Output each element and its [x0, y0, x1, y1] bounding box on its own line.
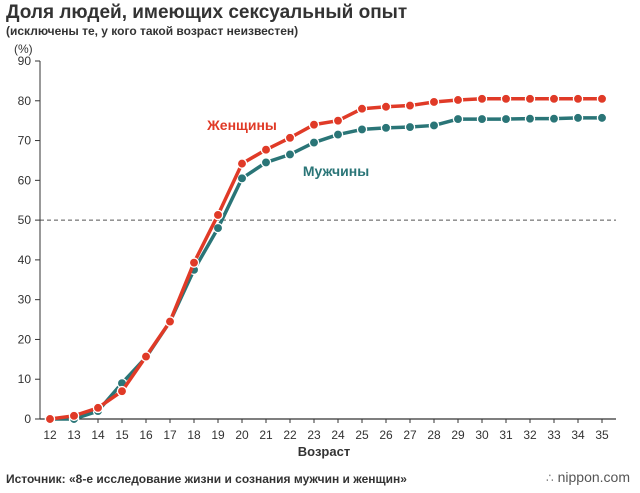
data-point	[404, 100, 416, 111]
y-tick-label: 80	[18, 94, 32, 108]
data-point	[308, 119, 320, 130]
y-tick-label: 60	[18, 173, 32, 187]
chart-title: Доля людей, имеющих сексуальный опыт	[6, 2, 408, 23]
x-tick-label: 12	[43, 428, 57, 442]
x-tick-label: 17	[163, 428, 177, 442]
brand-logo: ∴ nippon.com	[546, 469, 630, 485]
y-axis-unit-label: (%)	[14, 42, 33, 56]
x-tick-label: 24	[331, 428, 345, 442]
series-label-layer: Мужчины Женщины	[206, 117, 369, 179]
x-tick-label: 19	[211, 428, 225, 442]
x-tick-label: 33	[547, 428, 561, 442]
x-tick-label: 29	[451, 428, 465, 442]
x-tick-label: 20	[235, 428, 249, 442]
chart-subtitle: (исключены те, у кого такой возраст неиз…	[6, 24, 299, 38]
data-point	[452, 94, 464, 106]
y-tick-label: 0	[24, 412, 31, 426]
data-point	[380, 122, 392, 134]
data-point	[356, 124, 368, 135]
data-point	[164, 316, 176, 327]
data-point	[548, 93, 560, 105]
x-tick-label: 15	[115, 428, 129, 442]
data-point	[596, 112, 608, 124]
x-axis-title: Возраст	[298, 444, 350, 459]
x-tick-label: 26	[379, 428, 393, 442]
series-label-men: Мужчины	[303, 163, 369, 179]
series-men	[44, 112, 608, 425]
x-tick-label: 22	[283, 428, 297, 442]
x-tick-label: 35	[595, 428, 609, 442]
data-point	[260, 144, 272, 155]
data-point	[212, 209, 224, 221]
series-women	[44, 93, 608, 425]
data-point	[548, 113, 560, 124]
y-tick-label: 30	[18, 293, 32, 307]
brand-name: nippon.com	[557, 469, 630, 485]
data-point	[260, 157, 272, 168]
x-tick-label: 21	[259, 428, 273, 442]
y-tick-label: 70	[18, 134, 32, 148]
data-point	[428, 120, 440, 131]
x-tick-label: 23	[307, 428, 321, 442]
data-point	[476, 113, 488, 125]
data-point	[92, 402, 104, 414]
data-point	[452, 113, 464, 125]
x-tick-label: 32	[523, 428, 537, 442]
data-point	[236, 158, 248, 169]
x-tick-label: 31	[499, 428, 513, 442]
data-point	[284, 132, 296, 144]
data-point	[500, 113, 512, 125]
x-tick-label: 14	[91, 428, 105, 442]
x-tick-label: 18	[187, 428, 201, 442]
y-tick-label: 40	[18, 253, 32, 267]
x-tick-label: 34	[571, 428, 585, 442]
data-point	[188, 257, 200, 268]
data-point	[596, 93, 608, 105]
data-point	[116, 385, 128, 397]
x-tick-label: 13	[67, 428, 81, 442]
data-point	[44, 413, 56, 425]
data-point	[308, 137, 320, 148]
x-tick-label: 28	[427, 428, 441, 442]
data-point	[68, 410, 80, 422]
data-point	[404, 121, 416, 133]
data-point	[524, 93, 536, 105]
axis-layer: 0 10 20 30 40 50 60 70 80 90 12 13 14 15 16 17 18 19 20 21 2…	[18, 54, 616, 442]
y-tick-label: 90	[18, 54, 32, 68]
x-tick-label: 30	[475, 428, 489, 442]
data-point	[332, 115, 344, 126]
data-point	[572, 93, 584, 105]
series-layer	[44, 93, 608, 425]
data-point	[572, 112, 584, 124]
data-point	[332, 129, 344, 140]
data-point	[428, 96, 440, 108]
source-note: Источник: «8-е исследование жизни и созн…	[6, 472, 407, 486]
y-tick-label: 50	[18, 213, 32, 227]
series-label-women: Женщины	[206, 117, 277, 133]
data-point	[140, 351, 152, 362]
x-tick-label: 27	[403, 428, 417, 442]
x-tick-label: 16	[139, 428, 153, 442]
data-point	[380, 101, 392, 112]
y-tick-label: 20	[18, 332, 32, 346]
data-point	[524, 113, 536, 124]
data-point	[284, 149, 296, 160]
data-point	[476, 93, 488, 105]
y-tick-label: 10	[18, 372, 32, 386]
data-point	[212, 222, 224, 234]
data-point	[356, 103, 368, 114]
x-tick-label: 25	[355, 428, 369, 442]
dots-logo-icon: ∴	[545, 471, 555, 485]
data-point	[500, 93, 512, 105]
data-point	[236, 173, 248, 184]
